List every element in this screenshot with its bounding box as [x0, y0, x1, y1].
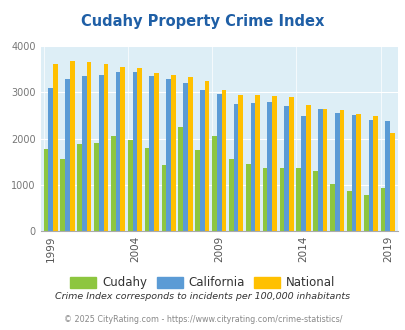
Bar — [200, 90, 204, 231]
Bar — [195, 150, 200, 231]
Bar — [111, 136, 115, 231]
Bar — [161, 165, 166, 231]
Bar — [372, 116, 377, 231]
Bar — [77, 144, 82, 231]
Bar — [137, 68, 142, 231]
Bar — [188, 77, 192, 231]
Legend: Cudahy, California, National: Cudahy, California, National — [66, 272, 339, 294]
Bar — [255, 95, 259, 231]
Bar — [48, 88, 53, 231]
Bar — [271, 96, 276, 231]
Bar — [384, 121, 389, 231]
Bar — [389, 133, 394, 231]
Bar — [356, 114, 360, 231]
Bar — [65, 79, 70, 231]
Text: Crime Index corresponds to incidents per 100,000 inhabitants: Crime Index corresponds to incidents per… — [55, 292, 350, 301]
Bar — [250, 104, 255, 231]
Bar — [216, 94, 221, 231]
Bar — [301, 116, 305, 231]
Text: Cudahy Property Crime Index: Cudahy Property Crime Index — [81, 14, 324, 29]
Bar — [87, 62, 91, 231]
Bar — [284, 106, 288, 231]
Bar — [313, 171, 317, 231]
Bar — [279, 168, 283, 231]
Bar — [60, 159, 65, 231]
Bar — [228, 159, 233, 231]
Bar — [262, 168, 267, 231]
Bar — [296, 168, 301, 231]
Bar — [346, 191, 351, 231]
Bar — [305, 105, 310, 231]
Bar — [149, 76, 154, 231]
Bar — [233, 104, 238, 231]
Bar — [288, 97, 293, 231]
Bar — [120, 67, 125, 231]
Bar — [245, 164, 250, 231]
Bar — [221, 90, 226, 231]
Bar — [334, 113, 339, 231]
Bar — [154, 73, 158, 231]
Bar — [82, 76, 87, 231]
Bar — [363, 194, 368, 231]
Bar — [53, 64, 58, 231]
Text: © 2025 CityRating.com - https://www.cityrating.com/crime-statistics/: © 2025 CityRating.com - https://www.city… — [64, 315, 341, 324]
Bar — [115, 72, 120, 231]
Bar — [267, 102, 271, 231]
Bar — [43, 149, 48, 231]
Bar — [183, 83, 188, 231]
Bar — [212, 136, 216, 231]
Bar — [329, 184, 334, 231]
Bar — [132, 72, 137, 231]
Bar — [238, 95, 243, 231]
Bar — [380, 187, 384, 231]
Bar — [103, 64, 108, 231]
Bar — [166, 79, 171, 231]
Bar — [145, 148, 149, 231]
Bar — [99, 75, 103, 231]
Bar — [351, 115, 356, 231]
Bar — [204, 81, 209, 231]
Bar — [339, 111, 343, 231]
Bar — [317, 110, 322, 231]
Bar — [171, 75, 175, 231]
Bar — [70, 61, 75, 231]
Bar — [128, 140, 132, 231]
Bar — [322, 110, 326, 231]
Bar — [94, 143, 99, 231]
Bar — [178, 127, 183, 231]
Bar — [368, 120, 372, 231]
